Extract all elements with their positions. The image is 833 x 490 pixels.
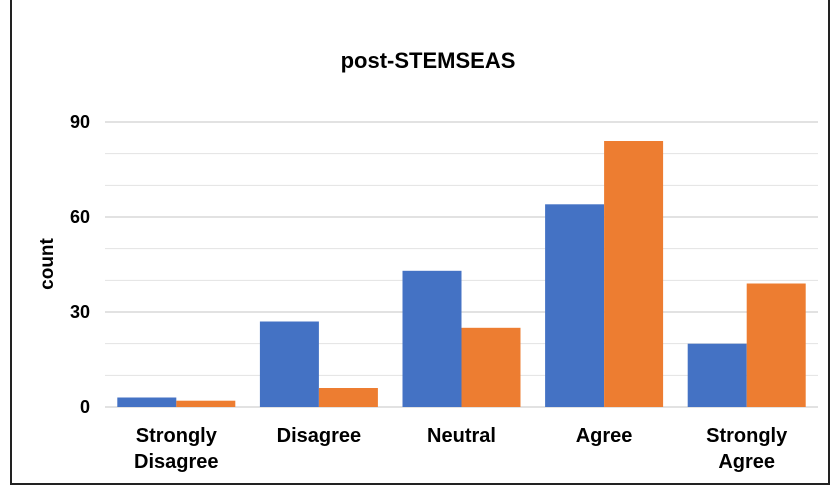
- bar-series1-0: [117, 397, 177, 407]
- bar-series2-1: [318, 388, 378, 407]
- x-tick-label-2-0: Neutral: [427, 425, 496, 447]
- bar-series1-3: [545, 204, 605, 407]
- y-tick-label-30: 30: [70, 302, 90, 322]
- y-tick-label-60: 60: [70, 207, 90, 227]
- y-tick-label-0: 0: [80, 397, 90, 417]
- x-tick-labels: Strongly Disagree Disagree Neutral Agree Stro…: [134, 425, 788, 473]
- y-tick-labels: 0 30 60 90: [70, 112, 90, 417]
- x-tick-label-3-0: Agree: [576, 425, 633, 447]
- x-tick-label-4-1: Agree: [718, 451, 775, 473]
- x-tick-label-0-0: Strongly: [136, 425, 218, 447]
- bar-series2-2: [461, 327, 521, 407]
- x-tick-label-0-1: Disagree: [134, 451, 219, 473]
- bar-series1-4: [687, 343, 747, 407]
- x-tick-label-4-0: Strongly: [706, 425, 788, 447]
- bar-series1-1: [259, 321, 319, 407]
- x-tick-label-1-0: Disagree: [277, 425, 362, 447]
- y-tick-label-90: 90: [70, 112, 90, 132]
- bars: [117, 141, 806, 407]
- y-axis-label: count: [37, 237, 58, 289]
- bar-series2-3: [604, 141, 664, 407]
- chart-title: post-STEMSEAS: [341, 48, 516, 73]
- bar-series1-2: [402, 270, 462, 407]
- bar-series2-0: [176, 400, 236, 407]
- bar-series2-4: [746, 283, 806, 407]
